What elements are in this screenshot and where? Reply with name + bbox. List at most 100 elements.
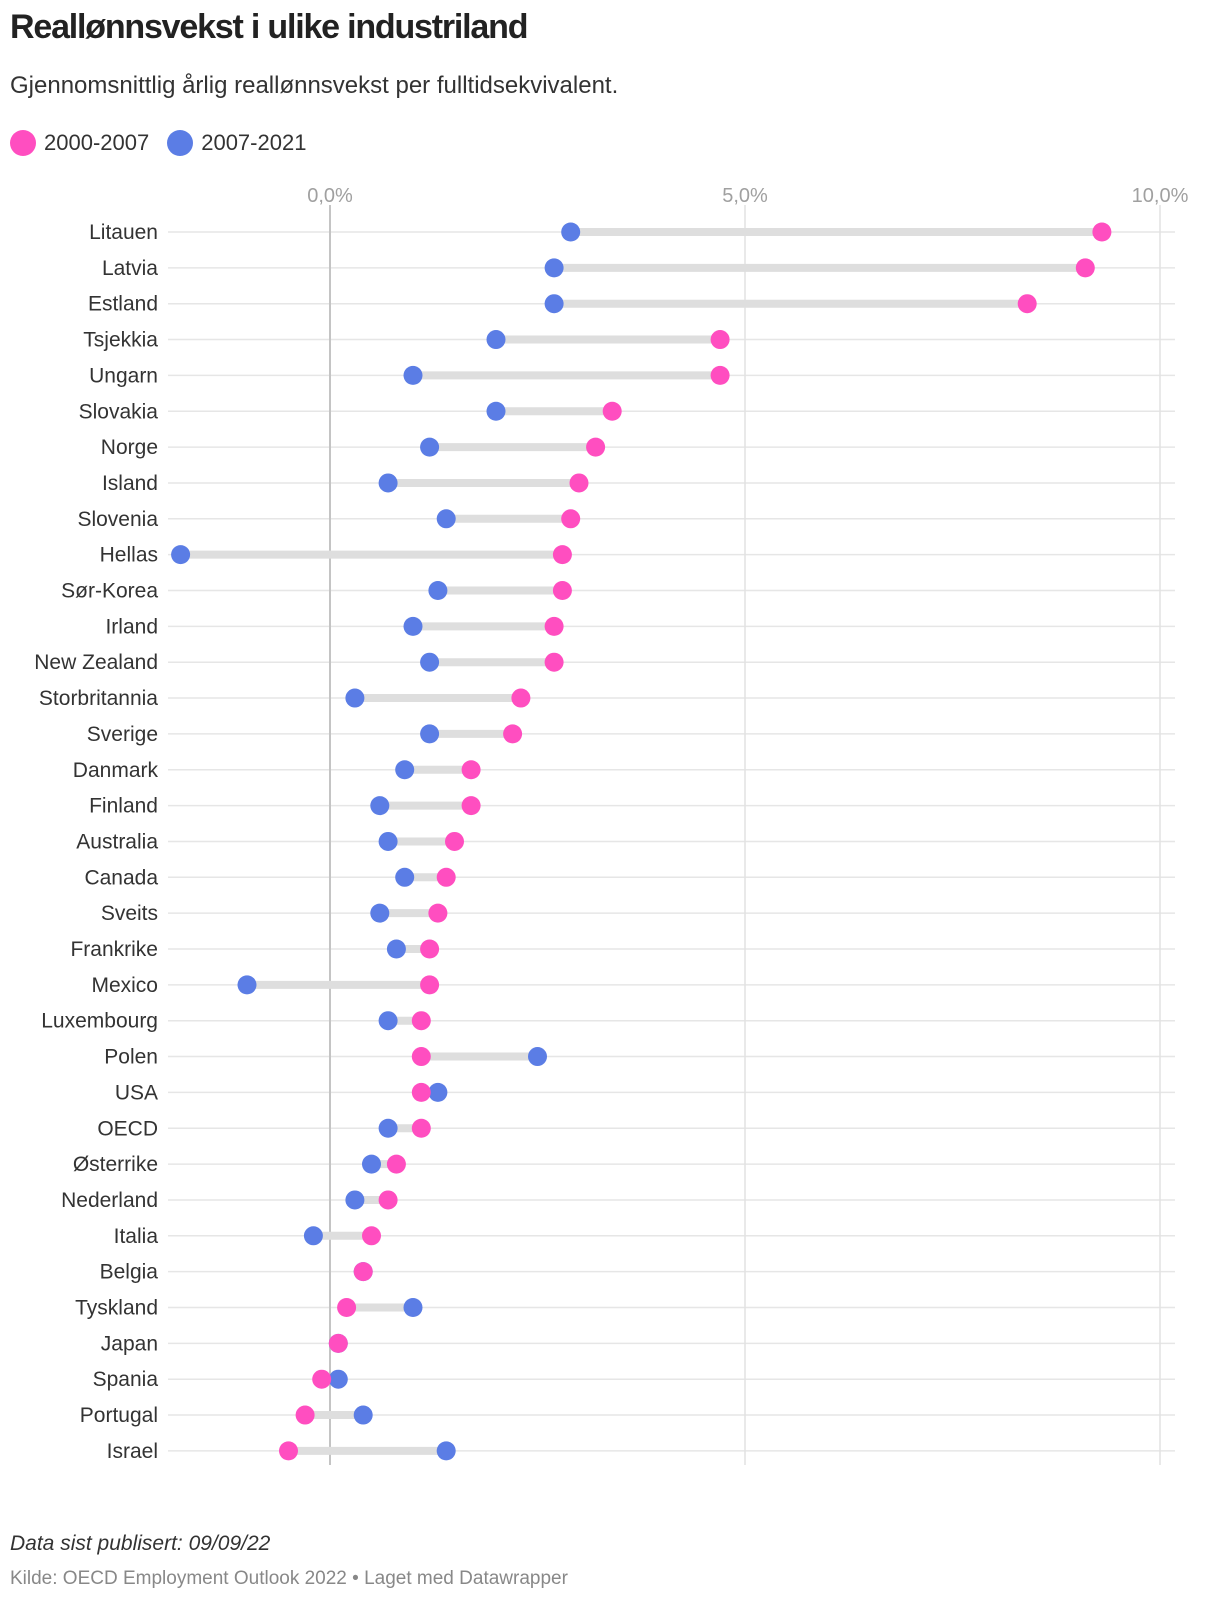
point-2000-2007 [420, 939, 440, 959]
point-2000-2007 [378, 1190, 398, 1210]
point-2007-2021 [436, 509, 456, 529]
category-label: Østerrike [73, 1153, 158, 1176]
category-label: Litauen [89, 221, 158, 244]
point-2000-2007 [503, 724, 523, 744]
category-label: USA [115, 1081, 158, 1104]
point-2007-2021 [428, 581, 448, 600]
point-2007-2021 [353, 1405, 373, 1425]
legend-dot-2007-2021-icon [167, 130, 194, 156]
point-2007-2021 [378, 473, 398, 493]
category-label: Norge [101, 436, 158, 459]
category-label: Spania [93, 1368, 159, 1391]
category-label: Canada [84, 866, 158, 889]
category-label: Latvia [102, 257, 158, 280]
point-2000-2007 [552, 545, 572, 565]
category-label: Island [102, 472, 158, 495]
point-2000-2007 [337, 1298, 357, 1317]
legend: 2000-2007 2007-2021 [10, 130, 324, 156]
point-2000-2007 [569, 473, 589, 493]
point-2007-2021 [403, 365, 423, 385]
category-label: Ungarn [89, 364, 158, 387]
category-label: Japan [101, 1332, 158, 1355]
point-2007-2021 [420, 724, 440, 744]
point-2007-2021 [561, 222, 581, 242]
point-2000-2007 [295, 1405, 315, 1425]
category-label: Finland [89, 795, 158, 818]
category-label: Tyskland [75, 1297, 158, 1320]
point-2000-2007 [602, 401, 622, 421]
category-label: Sør-Korea [61, 580, 158, 603]
point-2000-2007 [1017, 294, 1037, 314]
point-2000-2007 [420, 975, 440, 995]
category-label: Slovenia [77, 508, 158, 531]
category-label: Tsjekkia [83, 329, 158, 352]
category-label: Nederland [61, 1189, 158, 1212]
chart-subtitle: Gjennomsnittlig årlig reallønnsvekst per… [10, 72, 619, 99]
source-note: Kilde: OECD Employment Outlook 2022 • La… [10, 1568, 568, 1589]
point-2007-2021 [403, 616, 423, 636]
legend-dot-2000-2007-icon [10, 130, 36, 156]
category-label: Danmark [73, 759, 159, 782]
point-2007-2021 [428, 1082, 448, 1102]
point-2000-2007 [586, 437, 606, 457]
category-label: Sveits [101, 902, 158, 925]
point-2007-2021 [378, 1118, 398, 1138]
category-label: Italia [114, 1225, 159, 1248]
category-label: Mexico [91, 974, 158, 997]
x-tick-label: 10,0% [1132, 185, 1189, 207]
legend-item-2000-2007: 2000-2007 [10, 130, 149, 156]
point-2007-2021 [528, 1047, 547, 1067]
point-2007-2021 [171, 545, 191, 565]
point-2007-2021 [395, 760, 415, 780]
category-label: Portugal [80, 1404, 158, 1427]
point-2000-2007 [436, 867, 456, 887]
legend-item-2007-2021: 2007-2021 [167, 130, 306, 156]
point-2007-2021 [362, 1154, 381, 1174]
point-2007-2021 [370, 796, 390, 816]
point-2007-2021 [436, 1441, 456, 1461]
point-2007-2021 [403, 1298, 423, 1317]
point-2000-2007 [552, 581, 572, 600]
point-2000-2007 [1075, 258, 1095, 278]
point-2007-2021 [378, 1011, 398, 1031]
point-2007-2021 [328, 1369, 348, 1389]
point-2000-2007 [411, 1082, 431, 1102]
point-2000-2007 [279, 1441, 298, 1461]
category-label: Luxembourg [41, 1010, 158, 1033]
category-label: Estland [88, 293, 158, 316]
point-2000-2007 [710, 365, 730, 385]
point-2000-2007 [511, 688, 531, 708]
point-2000-2007 [544, 652, 564, 672]
category-label: Irland [105, 615, 158, 638]
dot-range-chart: 0,0% 5,0% 10,0% Litauen Latvia Estland Tsjekki… [34, 185, 1189, 1465]
category-label: Hellas [100, 544, 158, 567]
category-label: Sverige [87, 723, 158, 746]
x-tick-label: 0,0% [307, 185, 353, 207]
point-2007-2021 [486, 401, 506, 421]
category-label: Polen [104, 1046, 158, 1069]
point-2000-2007 [386, 1154, 406, 1174]
category-label: Storbritannia [39, 687, 158, 710]
point-2000-2007 [362, 1226, 381, 1246]
point-2007-2021 [544, 258, 564, 278]
point-2007-2021 [544, 294, 564, 314]
point-2000-2007 [461, 796, 481, 816]
category-label: OECD [97, 1117, 158, 1140]
point-2000-2007 [445, 831, 464, 851]
point-2007-2021 [420, 437, 440, 457]
chart-title: Reallønnsvekst i ulike industriland [10, 8, 528, 46]
category-label: Belgia [100, 1261, 159, 1284]
legend-label-2000-2007: 2000-2007 [44, 130, 150, 155]
point-2000-2007 [411, 1047, 431, 1067]
point-2007-2021 [345, 688, 365, 708]
data-published-note: Data sist publisert: 09/09/22 [10, 1532, 271, 1555]
category-label: New Zealand [34, 651, 158, 674]
point-2000-2007 [411, 1011, 431, 1031]
point-2000-2007 [544, 616, 564, 636]
category-label: Frankrike [70, 938, 158, 961]
point-2007-2021 [237, 975, 257, 995]
point-2000-2007 [411, 1118, 431, 1138]
point-2007-2021 [370, 903, 390, 923]
point-2000-2007 [312, 1369, 332, 1389]
point-2007-2021 [345, 1190, 365, 1210]
